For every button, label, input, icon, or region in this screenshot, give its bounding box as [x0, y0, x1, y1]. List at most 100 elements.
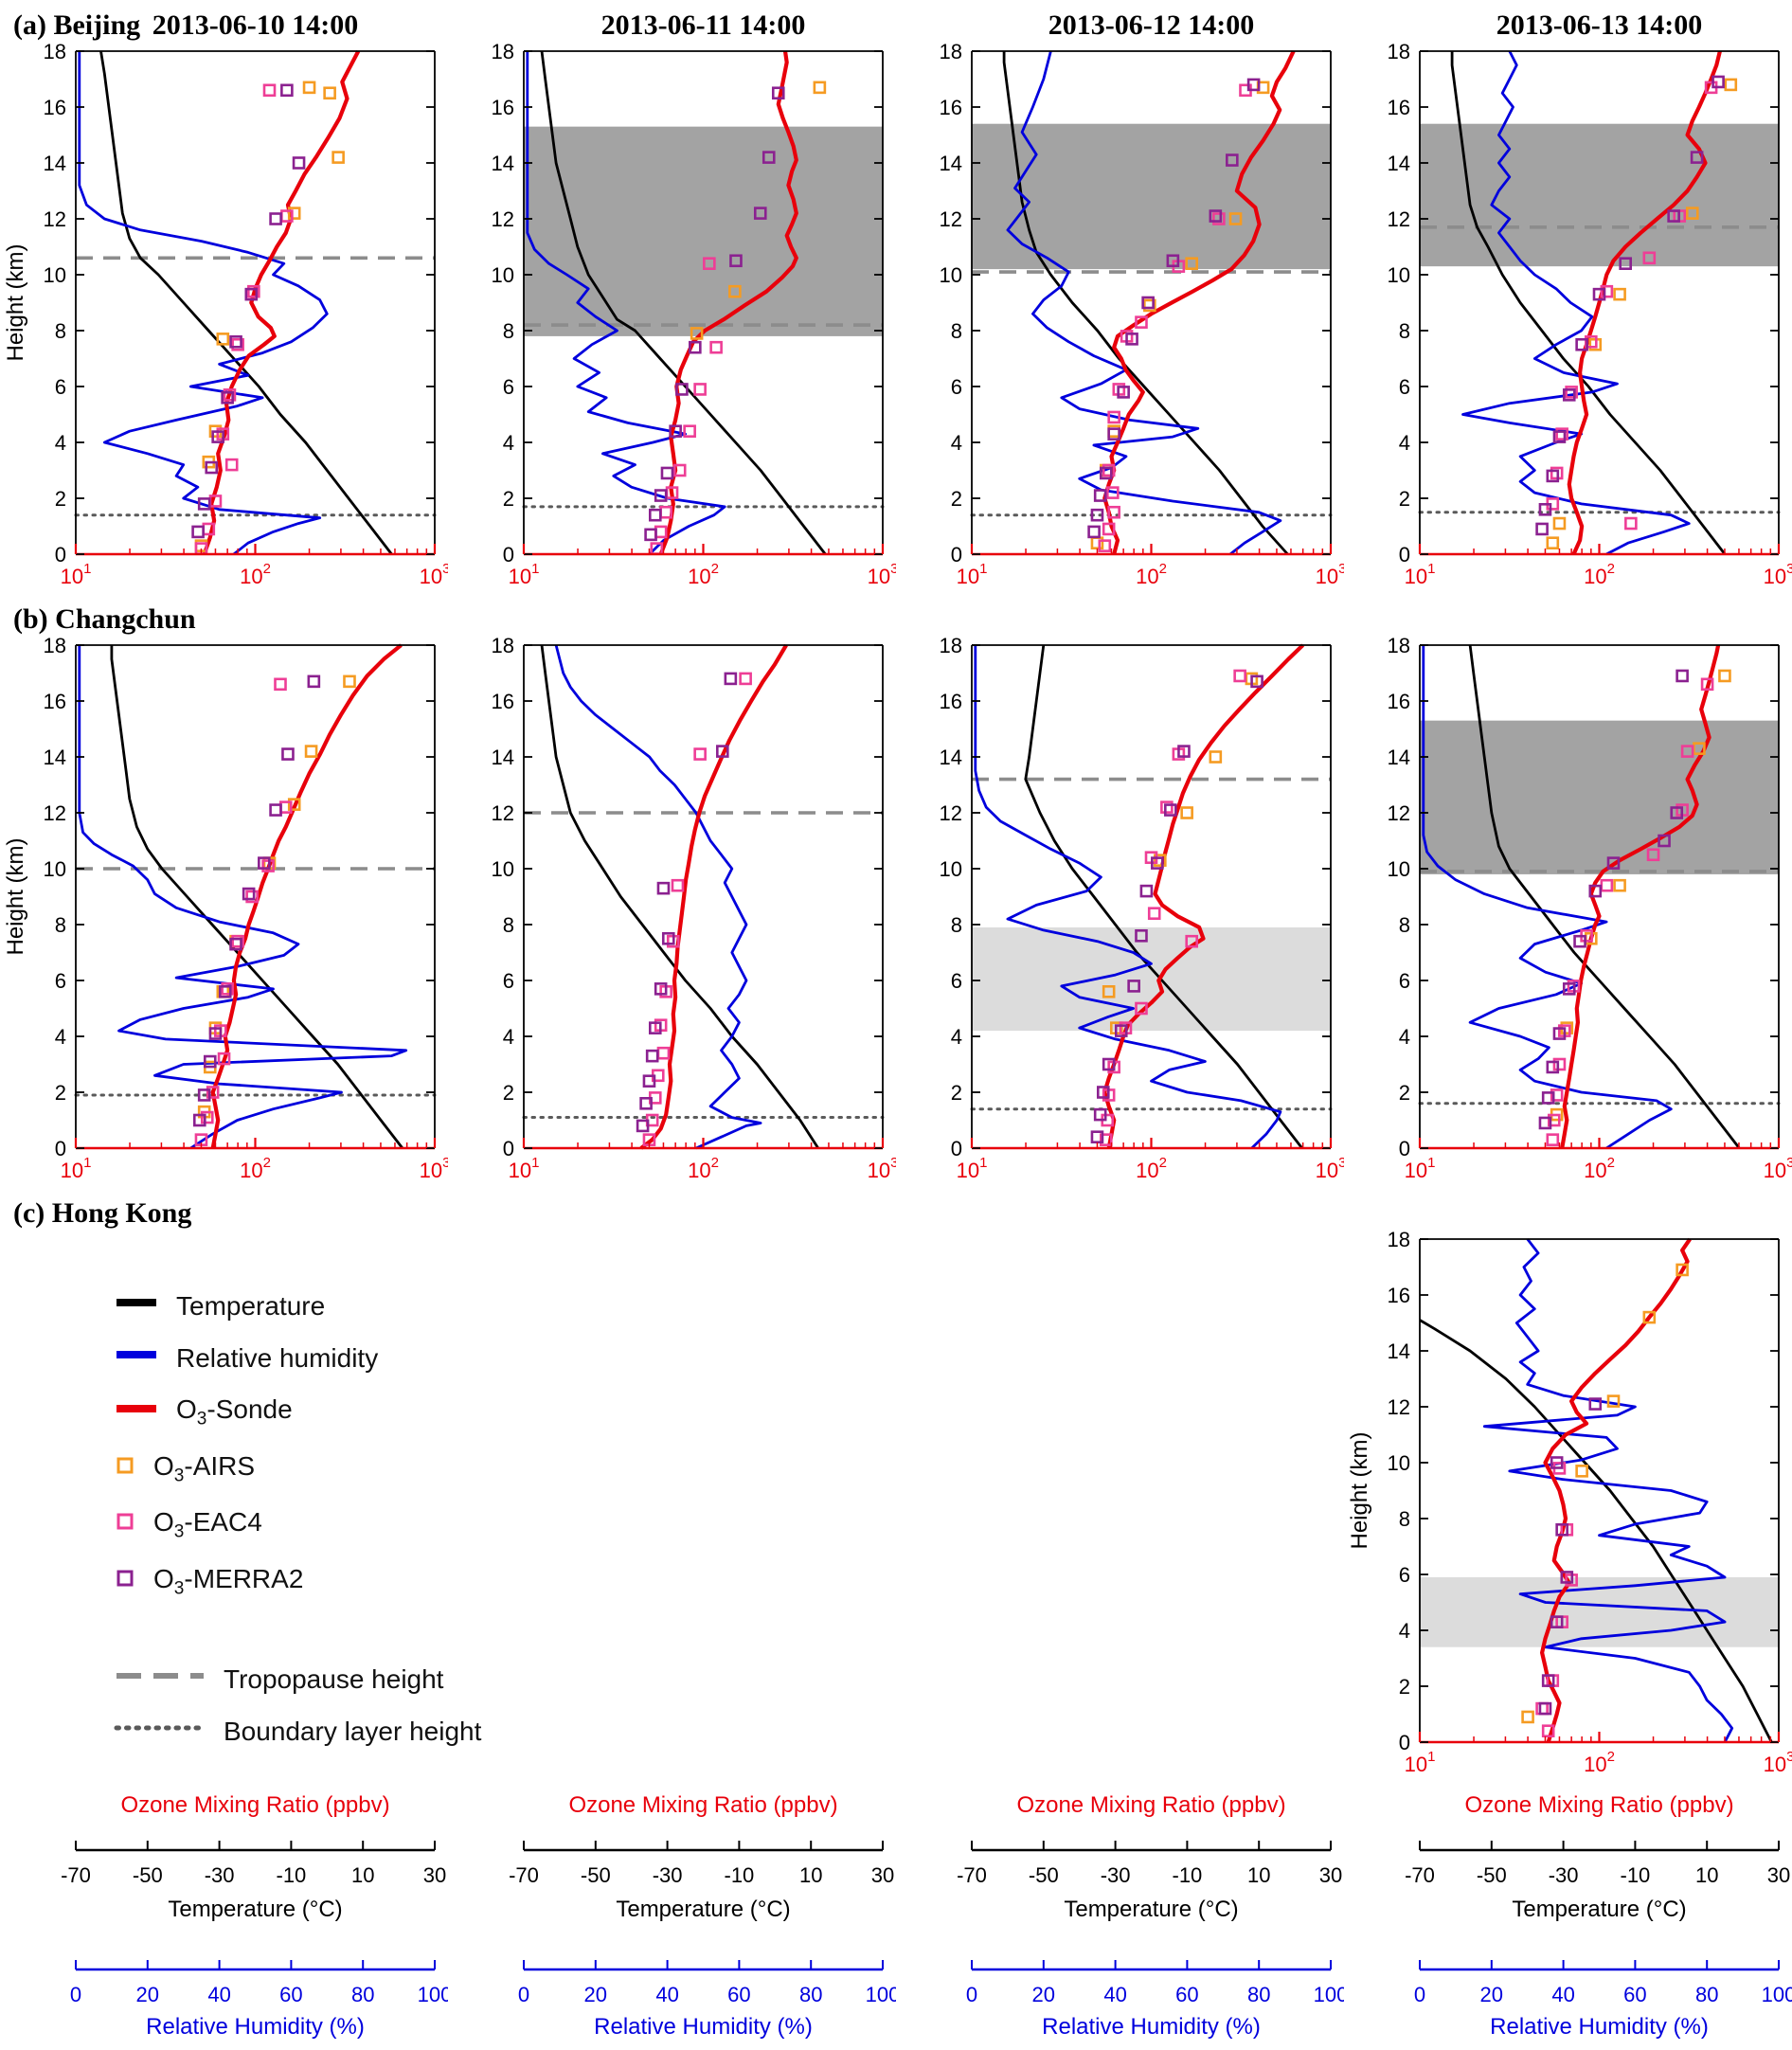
o3-eac4-marker [1700, 677, 1714, 692]
o3-merra2-marker [1546, 1060, 1560, 1074]
profile-chart-a2: 0 2 4 6 8 10 12 14 16 18 101 102 103 [492, 40, 899, 588]
o3-airs-marker [1693, 742, 1706, 755]
height-axis-tick-label: 8 [1399, 1507, 1410, 1531]
o3-airs-marker [728, 284, 742, 298]
o3-merra2-marker [1209, 209, 1223, 223]
o3-airs-marker [1606, 1394, 1621, 1408]
o3-eac4-marker [231, 934, 244, 948]
panel-beijing-2013-06-12: 0 2 4 6 8 10 12 14 16 18 101 102 103 [896, 40, 1347, 596]
relative-humidity-line [1422, 645, 1673, 1150]
legend-item-o3-sonde: O3-Sonde [114, 1394, 1344, 1430]
height-axis-tick-label: 10 [1388, 857, 1410, 881]
humidity-axis-tick-label: 20 [584, 1983, 607, 2006]
temperature-axis-tick-label: 30 [871, 1863, 894, 1887]
row-label-hongkong: (c) Hong Kong [13, 1197, 192, 1229]
o3-merra2-marker [675, 383, 689, 396]
legend-item-label: Temperature [176, 1290, 326, 1321]
o3-sonde-line [658, 50, 798, 555]
column-title-1: 2013-06-11 14:00 [600, 9, 806, 41]
o3-merra2-marker [280, 83, 294, 98]
height-axis-label: Height (km) [1347, 1431, 1372, 1549]
height-axis-tick-label: 6 [1399, 375, 1410, 399]
o3-airs-marker [1613, 878, 1626, 892]
height-axis-tick-label: 8 [1399, 913, 1410, 937]
height-axis-tick-label: 12 [1388, 1395, 1410, 1419]
legend: Temperature Relative humidity O3-Sonde O3-A… [0, 1230, 1344, 1784]
humidity-axis-tick-label: 100 [418, 1983, 448, 2006]
o3-eac4-marker [1212, 212, 1226, 225]
humidity-axis-tick-label: 40 [655, 1983, 678, 2006]
height-axis-tick-label: 12 [940, 207, 962, 231]
panel-changchun-2013-06-10: 0 2 4 6 8 10 12 14 16 18 101 102 103 Height (km) [0, 634, 450, 1190]
o3-eac4-marker [1233, 669, 1246, 683]
temperature-axis-tick-label: -10 [1621, 1863, 1651, 1887]
o3-eac4-marker [1646, 848, 1660, 862]
o3-airs-marker [1185, 257, 1198, 270]
height-axis-tick-label: 4 [1399, 1025, 1410, 1049]
tropopause-height-swatch-icon [114, 1663, 206, 1695]
temperature-axis-tick-label: -70 [509, 1863, 539, 1887]
ozone-axis-tick-label: 103 [420, 1155, 448, 1182]
height-axis-tick-label: 6 [1399, 1563, 1410, 1587]
height-axis-tick-label: 16 [940, 690, 962, 713]
o3-merra2-marker [1676, 669, 1689, 683]
o3-eac4-marker [1585, 334, 1598, 349]
height-axis-tick-label: 14 [1388, 746, 1410, 769]
o3-merra2-marker [656, 881, 671, 895]
o3-merra2-marker [1538, 1701, 1552, 1716]
o3-merra2-marker [1588, 1397, 1603, 1411]
o3-airs-marker [323, 86, 336, 100]
height-axis-tick-label: 16 [1388, 1284, 1410, 1307]
o3-merra2-marker [753, 207, 767, 220]
o3-airs-marker [1228, 212, 1243, 225]
o3-merra2-marker [1151, 856, 1164, 870]
ozone-axis-tick-label: 103 [1764, 561, 1792, 588]
o3-merra2-marker [1619, 257, 1632, 270]
temperature-axis-tick-label: -50 [581, 1863, 611, 1887]
o3-eac4-marker [1555, 427, 1568, 441]
temperature-axis-tick-label: 30 [423, 1863, 446, 1887]
o3-eac4-marker [200, 1110, 214, 1124]
o3-merra2-marker [1096, 1086, 1110, 1099]
height-axis-tick-label: 8 [1399, 319, 1410, 343]
legend-item-label: O3-Sonde [176, 1394, 293, 1430]
height-axis-tick-label: 2 [55, 1081, 66, 1105]
height-axis-tick-label: 10 [940, 857, 962, 881]
o3-merra2-marker [1127, 980, 1140, 993]
profile-chart-b4: 0 2 4 6 8 10 12 14 16 18 101 102 103 [1388, 634, 1792, 1182]
temperature-axis-tick-label: 30 [1767, 1863, 1790, 1887]
o3-airs-marker [813, 81, 827, 95]
height-axis-tick-label: 18 [940, 42, 962, 63]
ozone-axis-tick-label: 102 [1136, 561, 1167, 588]
temperature-axis-tick-label: 30 [1319, 1863, 1342, 1887]
o3-airs-marker [1642, 1310, 1657, 1324]
o3-airs-marker [1521, 1710, 1534, 1724]
humidity-axis-tick-label: 0 [518, 1983, 529, 2006]
o3-merra2-marker [1107, 427, 1120, 441]
o3-merra2-marker [648, 508, 662, 522]
axis-block-chart: Ozone Mixing Ratio (ppbv) -70 -50 -30 -10 10 3… [61, 1792, 452, 2040]
height-axis-tick-label: 14 [44, 152, 66, 175]
o3-eac4-marker [217, 1052, 231, 1066]
panel-beijing-2013-06-13: 0 2 4 6 8 10 12 14 16 18 101 102 103 [1344, 40, 1792, 596]
o3-merra2-marker [221, 390, 234, 405]
panel-beijing-2013-06-10: 0 2 4 6 8 10 12 14 16 18 101 102 103 Height (km) [0, 40, 450, 596]
temperature-axis-tick-label: -10 [1173, 1863, 1203, 1887]
height-axis-tick-label: 16 [1388, 690, 1410, 713]
height-axis-tick-label: 16 [492, 96, 514, 119]
temperature-swatch-icon [114, 1290, 159, 1322]
height-axis-tick-label: 2 [1399, 1675, 1410, 1699]
o3-merra2-marker [229, 334, 242, 349]
humidity-axis-label: Relative Humidity (%) [146, 2014, 365, 2040]
o3-merra2-marker [1099, 466, 1113, 480]
relative-humidity-line [1482, 1238, 1734, 1743]
height-axis-tick-label: 18 [44, 42, 66, 63]
o3-airs-marker [1724, 78, 1738, 92]
shaded-band [1420, 123, 1779, 267]
legend-item-relative-humidity: Relative humidity [114, 1342, 1344, 1374]
o3-merra2-marker [661, 931, 675, 945]
height-axis-tick-label: 10 [44, 263, 66, 287]
o3-airs-marker [1546, 536, 1560, 550]
panel-changchun-2013-06-13: 0 2 4 6 8 10 12 14 16 18 101 102 103 [1344, 634, 1792, 1190]
